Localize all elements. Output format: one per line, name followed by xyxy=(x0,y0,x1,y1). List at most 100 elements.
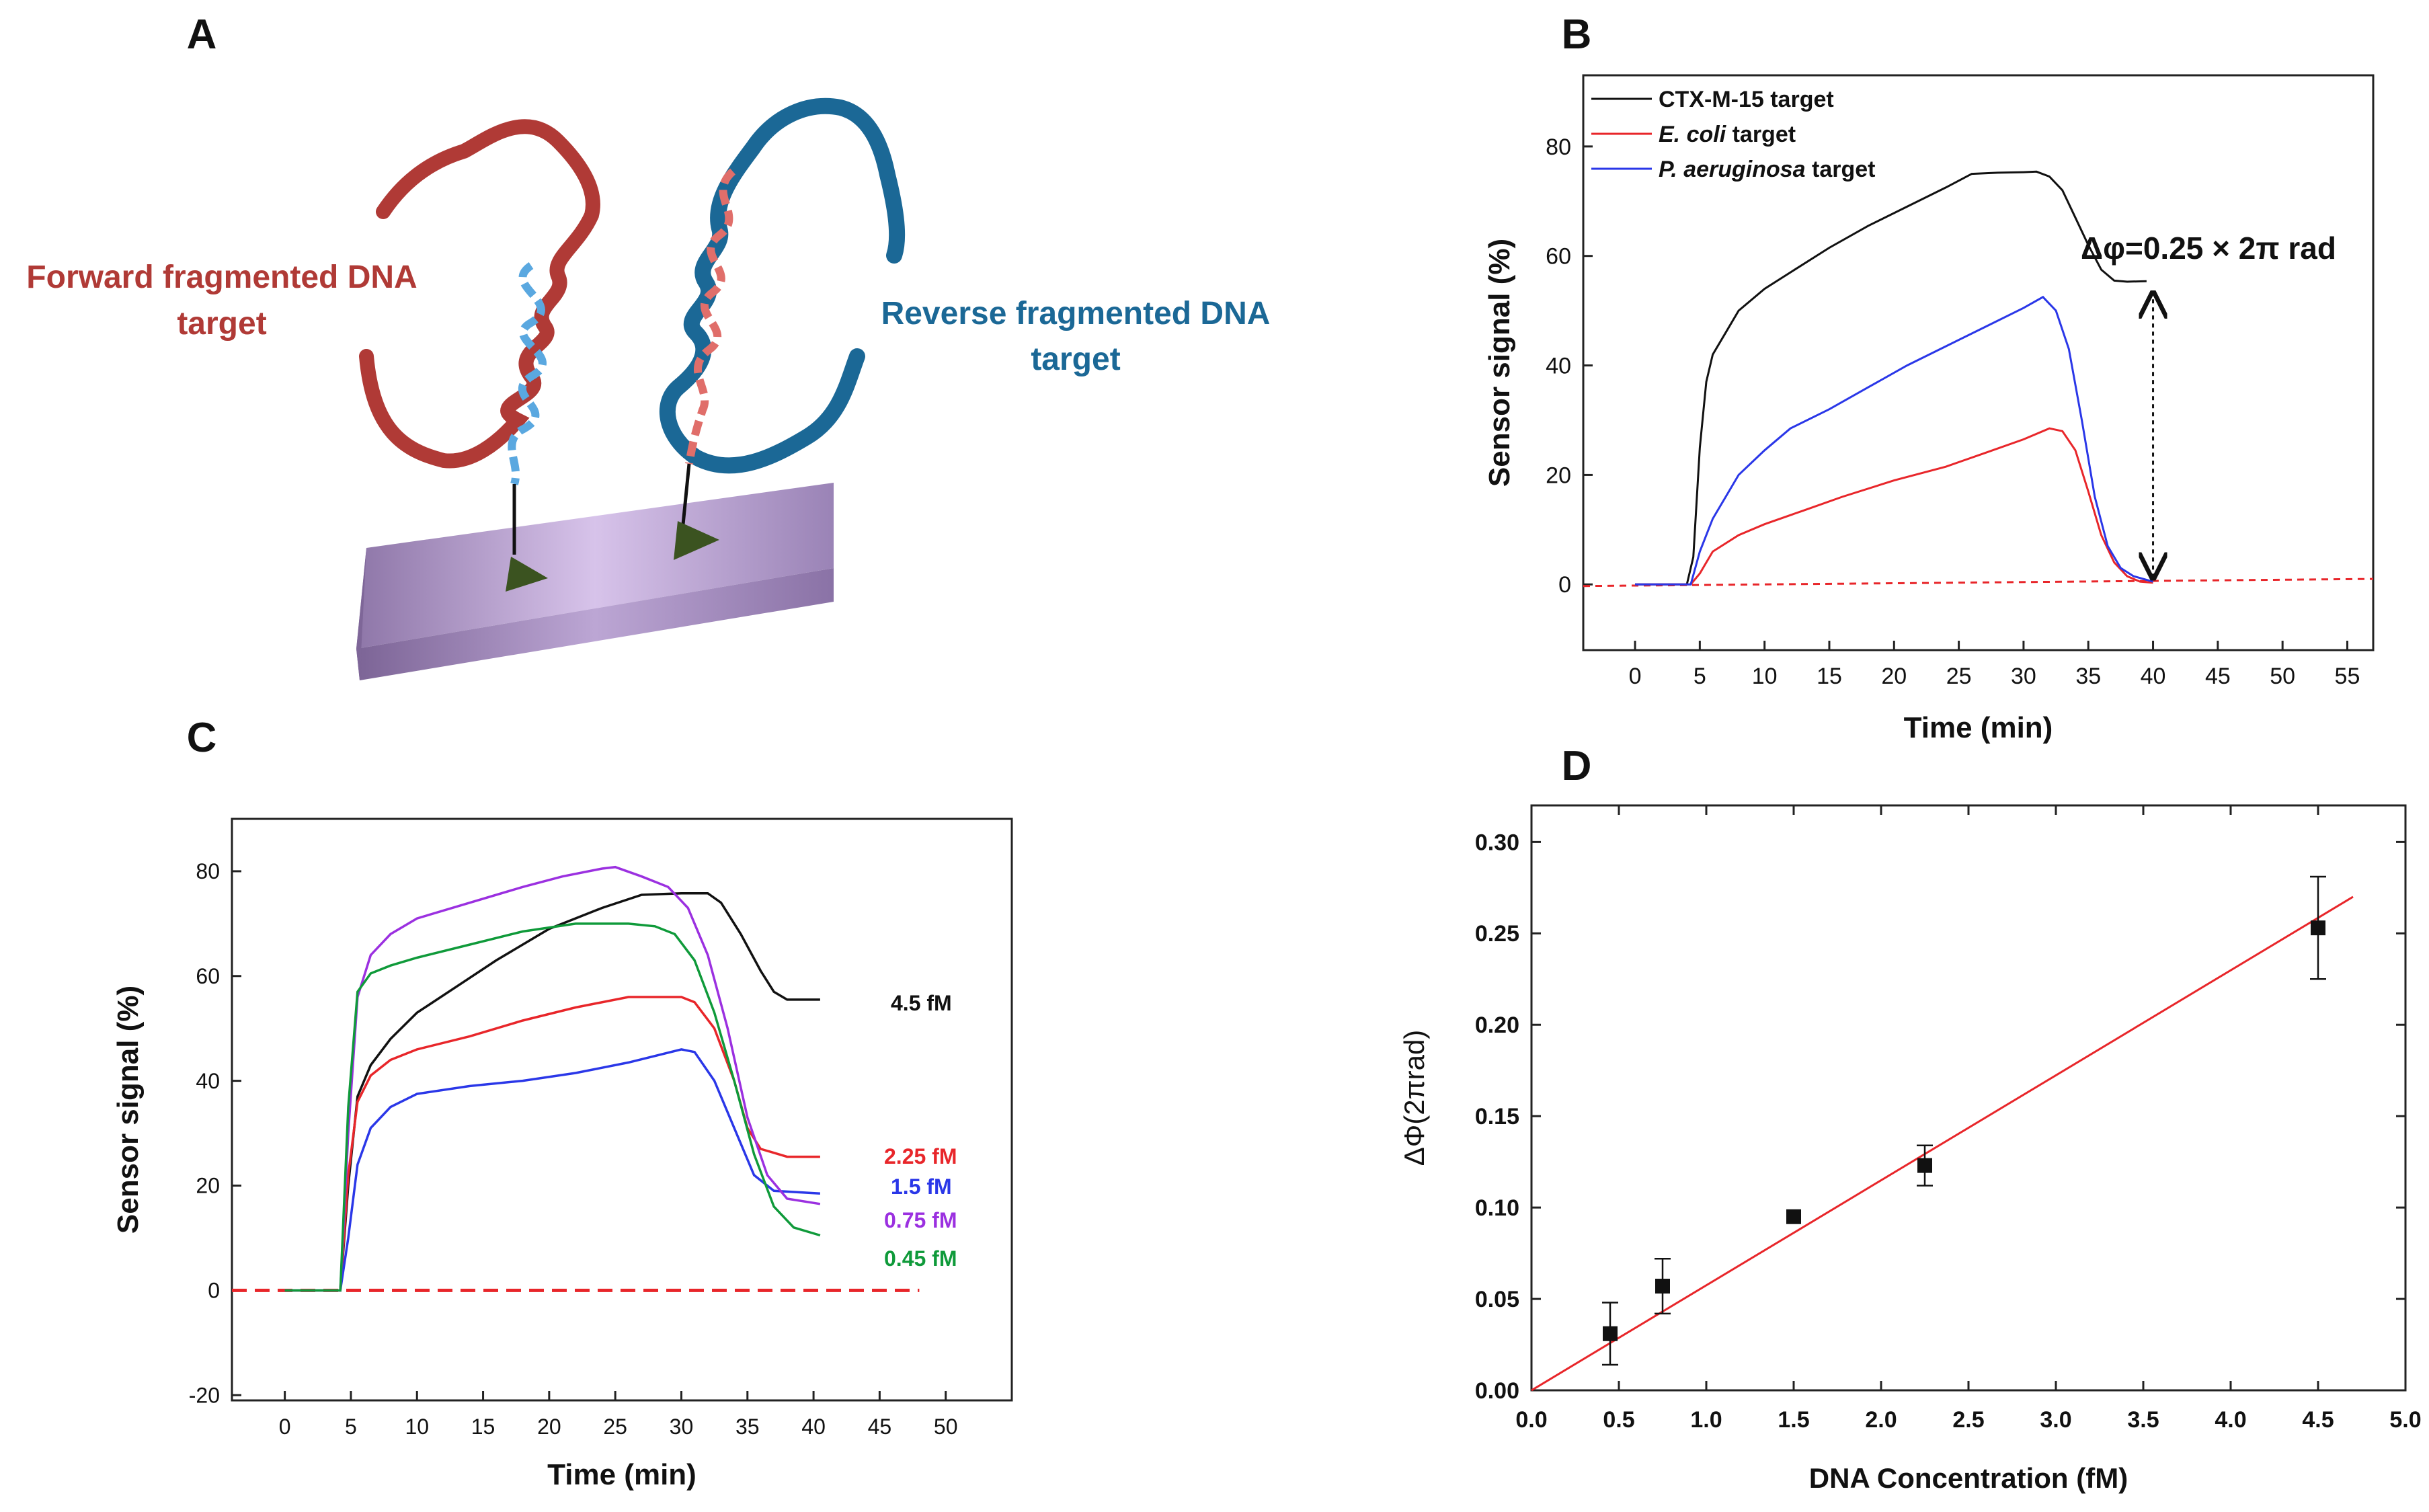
x-tick-label: 3.0 xyxy=(2040,1407,2071,1433)
reverse-label-line1: Reverse fragmented DNA xyxy=(881,296,1271,331)
y-tick-label: 60 xyxy=(1546,244,1571,270)
series-line-4-5-fM xyxy=(284,891,820,1292)
fit-line xyxy=(1531,896,2354,1392)
series-line-0-45-fM xyxy=(284,922,821,1292)
delta-annotation: Δφ=0.25 × 2π rad xyxy=(2081,231,2336,266)
data-point xyxy=(2311,920,2325,936)
x-tick-label: 30 xyxy=(2011,664,2036,689)
y-tick-label: 0 xyxy=(1558,572,1571,598)
panel-a-letter: A xyxy=(187,11,217,58)
x-tick-label: 30 xyxy=(670,1415,694,1439)
x-tick-label: 5.0 xyxy=(2389,1407,2421,1433)
x-axis-label: Time (min) xyxy=(547,1458,696,1491)
data-point xyxy=(1786,1209,1801,1224)
legend-label: P. aeruginosa target xyxy=(1659,157,1876,182)
reverse-label-line2: target xyxy=(1031,342,1120,377)
x-tick-label: 10 xyxy=(405,1415,429,1439)
x-tick-label: 40 xyxy=(2141,664,2166,689)
x-tick-label: 40 xyxy=(801,1415,826,1439)
y-tick-label: 0.15 xyxy=(1475,1104,1519,1129)
x-tick-label: 25 xyxy=(1946,664,1972,689)
chart-b: 0 5 10 15 20 25 30 35 40 45 50 55 0 20 40 60 80 Time (min… xyxy=(1483,74,2375,744)
panel-b-letter: B xyxy=(1562,11,1592,58)
x-tick-label: 4.0 xyxy=(2215,1407,2246,1433)
x-tick-label: 0 xyxy=(279,1415,291,1439)
data-point xyxy=(1655,1279,1670,1294)
forward-dna-strand xyxy=(359,119,600,592)
y-axis-label: ΔΦ(2πrad) xyxy=(1398,1030,1430,1166)
anchor-triangle-right xyxy=(674,521,719,560)
y-tick-label: 40 xyxy=(1546,353,1571,379)
reverse-dna-strand xyxy=(659,97,906,560)
x-tick-label: 2.0 xyxy=(1865,1407,1897,1433)
series-label: 4.5 fM xyxy=(891,991,952,1015)
data-point xyxy=(1917,1158,1932,1173)
x-tick-label: 2.5 xyxy=(1952,1407,1984,1433)
y-tick-label: 0.20 xyxy=(1475,1012,1519,1038)
x-tick-label: 50 xyxy=(934,1415,958,1439)
series-line-ctx-m-15-target xyxy=(1635,170,2147,586)
x-tick-label: 10 xyxy=(1752,664,1778,689)
series-label: 0.45 fM xyxy=(884,1246,957,1271)
chart-c: 0 5 10 15 20 25 30 35 40 45 50 -20 0 20 40 60 80 Time (mi… xyxy=(112,818,1013,1491)
y-axis-label: Sensor signal (%) xyxy=(112,986,145,1234)
x-tick-label: 55 xyxy=(2335,664,2360,689)
x-tick-label: 45 xyxy=(868,1415,892,1439)
y-tick-label: 0.25 xyxy=(1475,921,1519,947)
baseline-line xyxy=(1583,578,2374,588)
x-tick-label: 35 xyxy=(2075,664,2101,689)
legend-label: E. coli target xyxy=(1659,122,1796,147)
data-point xyxy=(1603,1326,1618,1341)
y-tick-label: 60 xyxy=(196,964,220,988)
x-tick-label: 45 xyxy=(2205,664,2231,689)
panel-d-letter: D xyxy=(1562,743,1592,789)
y-tick-label: 0.10 xyxy=(1475,1195,1519,1221)
x-tick-label: 20 xyxy=(537,1415,561,1439)
series-line-1-5-fM xyxy=(284,1048,820,1292)
y-tick-label: 0.00 xyxy=(1475,1378,1519,1404)
y-tick-label: 0.30 xyxy=(1475,830,1519,855)
y-axis-label: Sensor signal (%) xyxy=(1483,239,1516,487)
y-tick-label: 80 xyxy=(196,859,220,883)
x-tick-label: 4.5 xyxy=(2302,1407,2334,1433)
panel-c-letter: C xyxy=(187,715,217,761)
y-tick-label: 0.05 xyxy=(1475,1287,1519,1312)
x-tick-label: 50 xyxy=(2270,664,2295,689)
y-tick-label: 0 xyxy=(208,1279,220,1303)
y-tick-label: 20 xyxy=(1546,463,1571,488)
x-tick-label: 5 xyxy=(1694,664,1706,689)
forward-label-line1: Forward fragmented DNA xyxy=(26,260,417,295)
x-tick-label: 0.0 xyxy=(1515,1407,1547,1433)
panel-a: A Forward fragmented DNA target Reverse … xyxy=(26,11,1270,680)
y-tick-label: 40 xyxy=(196,1069,220,1093)
series-label: 1.5 fM xyxy=(891,1175,952,1199)
y-tick-label: -20 xyxy=(189,1383,220,1407)
x-tick-label: 0 xyxy=(1629,664,1642,689)
y-tick-label: 20 xyxy=(196,1174,220,1198)
x-tick-label: 15 xyxy=(471,1415,495,1439)
y-tick-label: 80 xyxy=(1546,134,1571,160)
series-label: 0.75 fM xyxy=(884,1208,957,1232)
x-axis-label: Time (min) xyxy=(1904,711,2053,744)
series-line-e-coli-target xyxy=(1635,427,2153,586)
panel-d: D 0.0 0.5 1.0 1.5 2.0 2.5 3.0 3.5 4.0 4.5 5.00.000… xyxy=(1398,743,2422,1494)
forward-label-line2: target xyxy=(177,306,266,342)
x-tick-label: 5 xyxy=(345,1415,357,1439)
series-label: 2.25 fM xyxy=(884,1144,957,1168)
panel-c: C 0 5 10 15 20 25 30 35 40 45 50 -20 0 20 40 60 80 Time (… xyxy=(112,715,1013,1491)
anchor-triangle-left xyxy=(506,557,548,592)
plot-frame xyxy=(1582,74,2375,651)
x-tick-label: 15 xyxy=(1817,664,1842,689)
substrate-slab xyxy=(356,483,834,680)
plot-frame xyxy=(231,818,1013,1402)
x-tick-label: 0.5 xyxy=(1603,1407,1634,1433)
chart-d: 0.0 0.5 1.0 1.5 2.0 2.5 3.0 3.5 4.0 4.5 5.0 0.00 0.0… xyxy=(1398,804,2422,1494)
x-axis-label: DNA Concentration (fM) xyxy=(1809,1462,2128,1494)
legend-label: CTX-M-15 target xyxy=(1659,87,1834,112)
series-line-p-aeruginosa-target xyxy=(1635,295,2153,586)
panel-b: B 0 5 10 15 20 25 30 35 40 45 50 55 0 20 40 60 80 Time (m… xyxy=(1483,11,2375,744)
x-tick-label: 20 xyxy=(1881,664,1907,689)
x-tick-label: 1.5 xyxy=(1778,1407,1809,1433)
series-line-0-75-fM xyxy=(284,865,821,1292)
